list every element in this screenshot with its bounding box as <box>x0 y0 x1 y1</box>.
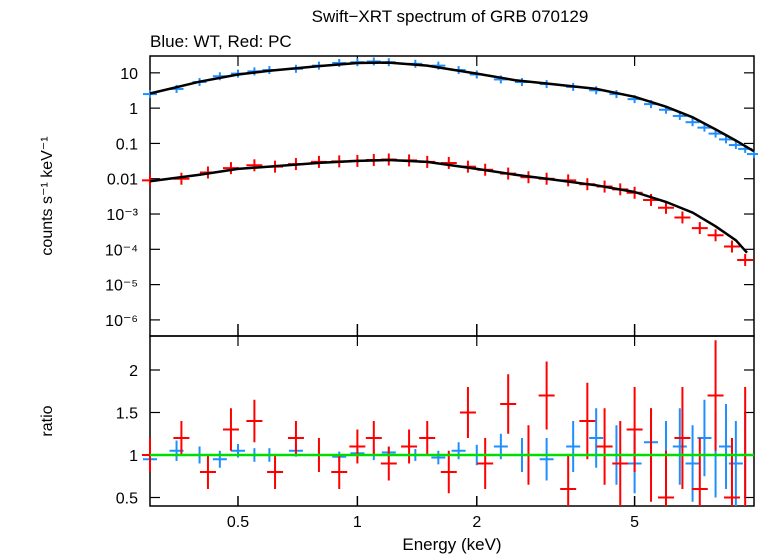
ratio-point-pc <box>246 399 263 443</box>
ratio-point-pc <box>287 421 304 455</box>
spectrum-point-pc <box>737 253 754 266</box>
ratio-point-pc <box>199 455 216 489</box>
spectrum-point-wt <box>719 135 734 144</box>
ratio-point-pc <box>626 387 643 472</box>
ratio-point-pc <box>267 455 284 489</box>
x-tick-label: 0.5 <box>227 514 249 531</box>
chart-title: Swift−XRT spectrum of GRB 070129 <box>312 7 589 26</box>
ratio-point-pc <box>658 450 675 506</box>
ratio-y-tick-label: 1.5 <box>116 406 138 423</box>
spectrum-point-wt <box>143 90 157 99</box>
spectrum-point-wt <box>697 123 712 132</box>
ratio-panel: 0.5 1 1.5 2 0.5 1 2 5 ratio Energy (keV) <box>39 335 755 554</box>
ratio-point-pc <box>737 387 754 506</box>
spectrum-axis-ticks: 10 1 0.1 0.01 10⁻³ 10⁻⁴ 10⁻⁵ 10⁻⁶ <box>105 56 754 336</box>
x-tick-label: 5 <box>630 514 639 531</box>
ratio-point-pc <box>691 438 708 506</box>
ratio-y-axis-label: ratio <box>39 405 56 436</box>
ratio-point-wt <box>451 442 466 460</box>
ratio-point-pc <box>612 421 629 506</box>
spectrum-point-wt <box>685 118 700 127</box>
x-tick-label: 2 <box>472 514 481 531</box>
ratio-frame <box>149 335 755 507</box>
spectrum-y-tick-label: 1 <box>129 101 138 118</box>
ratio-point-pc <box>674 387 691 489</box>
ratio-point-wt <box>728 421 743 506</box>
ratio-point-pc <box>419 421 436 455</box>
spectrum-point-wt <box>366 57 381 66</box>
ratio-y-tick-label: 0.5 <box>116 491 138 508</box>
ratio-point-pc <box>579 382 596 460</box>
spectrum-point-pc <box>674 211 691 224</box>
spectrum-y-tick-label: 10⁻⁴ <box>105 242 138 259</box>
spectrum-frame <box>149 55 755 337</box>
ratio-point-pc <box>380 446 397 481</box>
ratio-point-pc <box>560 455 577 506</box>
ratio-point-pc <box>596 408 613 485</box>
ratio-point-pc <box>222 408 239 451</box>
spectrum-y-axis-label: counts s⁻¹ keV⁻¹ <box>39 136 56 255</box>
ratio-point-wt <box>589 408 604 468</box>
model-line-pc <box>149 158 748 254</box>
ratio-point-pc <box>440 450 457 494</box>
ratio-point-pc <box>707 340 724 451</box>
ratio-point-wt <box>431 450 446 465</box>
spectrum-panel: 10 1 0.1 0.01 10⁻³ 10⁻⁴ 10⁻⁵ 10⁻⁶ counts s⁻¹ ke… <box>39 55 758 337</box>
ratio-point-pc <box>331 455 348 489</box>
spectrum-point-pc <box>658 201 675 214</box>
spectrum-y-tick-label: 0.1 <box>116 136 138 153</box>
spectrum-point-wt <box>728 141 743 150</box>
x-axis-label: Energy (keV) <box>402 535 501 554</box>
ratio-point-pc <box>401 429 418 464</box>
spectrum-point-pc <box>707 229 724 242</box>
spectrum-data <box>142 57 758 266</box>
spectrum-y-tick-label: 10⁻⁶ <box>105 313 138 330</box>
ratio-point-wt <box>566 421 581 472</box>
ratio-point-pc <box>477 438 494 489</box>
spectrum-point-pc <box>691 222 708 235</box>
ratio-y-tick-label: 1 <box>129 448 138 465</box>
spectrum-y-tick-label: 10⁻³ <box>106 207 138 224</box>
ratio-point-pc <box>365 421 382 455</box>
x-tick-label: 1 <box>353 514 362 531</box>
ratio-point-wt <box>719 404 734 489</box>
ratio-y-tick-label: 2 <box>129 363 138 380</box>
spectrum-point-pc <box>246 159 263 172</box>
spectrum-y-tick-label: 0.01 <box>107 172 138 189</box>
ratio-point-wt <box>539 438 554 481</box>
ratio-point-pc <box>500 374 517 434</box>
spectrum-point-wt <box>708 129 723 138</box>
ratio-point-wt <box>672 408 687 485</box>
spectrum-y-tick-label: 10⁻⁵ <box>105 278 138 295</box>
chart-subtitle: Blue: WT, Red: PC <box>150 32 292 51</box>
ratio-axis-ticks: 0.5 1 1.5 2 0.5 1 2 5 <box>116 336 754 531</box>
ratio-point-pc <box>459 387 476 438</box>
spectrum-y-tick-label: 10 <box>120 66 138 83</box>
ratio-point-pc <box>173 421 190 455</box>
spectrum-point-pc <box>723 240 740 253</box>
ratio-point-pc <box>349 429 366 464</box>
spectrum-point-wt <box>747 150 758 159</box>
ratio-point-pc <box>538 361 555 430</box>
ratio-point-pc <box>723 438 740 506</box>
model-line-wt <box>149 61 755 153</box>
ratio-point-wt <box>212 450 227 468</box>
ratio-point-wt <box>685 425 700 502</box>
ratio-data <box>142 340 754 506</box>
